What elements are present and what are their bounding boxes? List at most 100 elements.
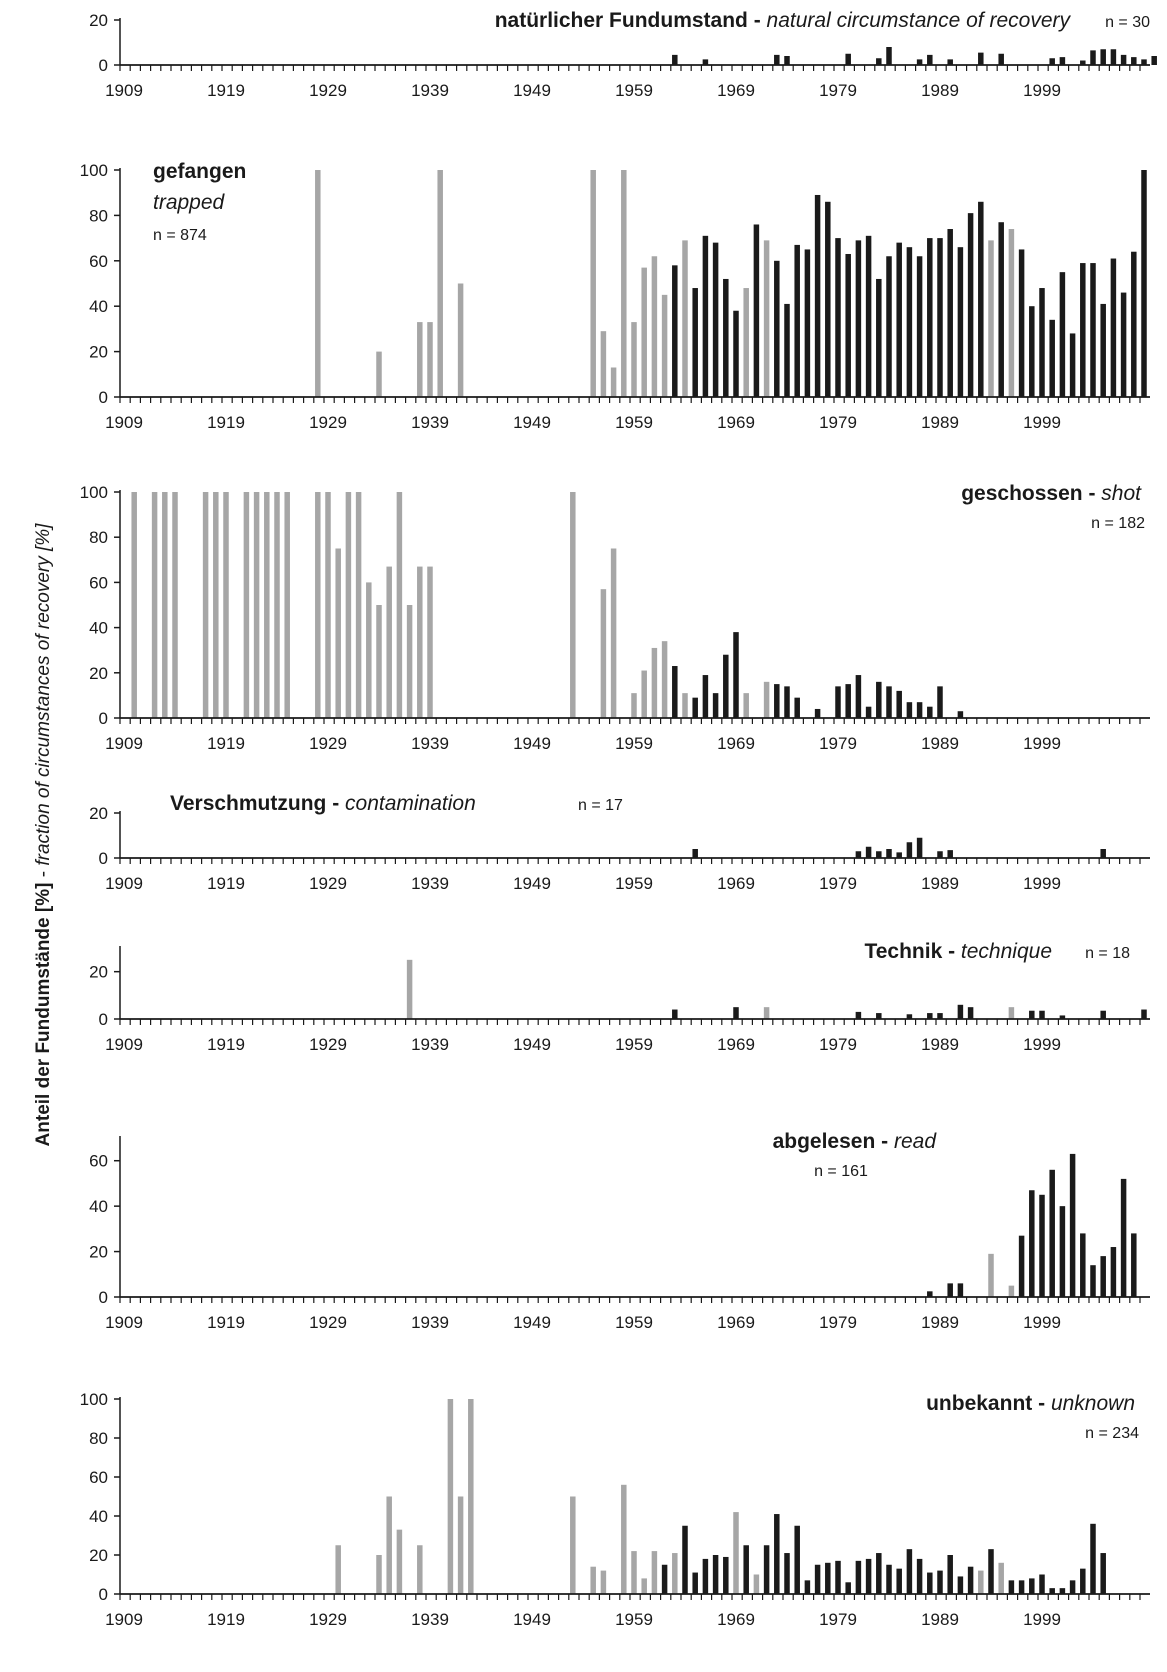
read-xtick-label: 1969	[717, 1313, 755, 1332]
natural-bar-1963	[672, 54, 678, 65]
read-bar-2001	[1059, 1206, 1066, 1297]
technique-bar-1999	[1039, 1010, 1045, 1019]
trapped-bar-2005	[1100, 303, 1106, 397]
unknown-xtick-label: 1939	[411, 1610, 449, 1629]
unknown-bar-1938	[417, 1545, 423, 1594]
technique-bar-1963	[672, 1009, 678, 1019]
natural-xtick-label: 1929	[309, 81, 347, 100]
technique-bar-1972	[763, 1007, 770, 1019]
shot-bar-1985	[896, 690, 902, 718]
unknown-bar-1990	[947, 1555, 953, 1594]
shot-bar-1977	[814, 708, 821, 718]
contamination-title-bold: Verschmutzung -	[170, 792, 345, 815]
natural-xtick-label: 1989	[921, 81, 959, 100]
technique-bar-1937	[406, 959, 413, 1019]
contamination-xtick-label: 1959	[615, 874, 653, 893]
technique-xtick-label: 1919	[207, 1035, 245, 1054]
unknown-xtick-label: 1959	[615, 1610, 653, 1629]
technique-bar-1996	[1008, 1007, 1015, 1019]
shot-bar-1969	[733, 632, 739, 718]
read-xtick-label: 1919	[207, 1313, 245, 1332]
natural-bar-2010	[1151, 56, 1157, 65]
shot-bar-1983	[876, 681, 882, 718]
shot-bar-1918	[213, 492, 219, 718]
shot-xtick-label: 1979	[819, 734, 857, 753]
read-bar-2000	[1049, 1169, 1055, 1297]
unknown-bar-1930	[335, 1545, 341, 1594]
trapped-bar-1928	[315, 170, 321, 397]
trapped-bar-1982	[865, 235, 872, 397]
natural-bar-1983	[876, 58, 882, 65]
trapped-bar-1961	[651, 256, 658, 397]
unknown-bar-1998	[1029, 1578, 1035, 1594]
trapped-xtick-label: 1969	[717, 413, 755, 432]
unknown-n-label: n = 234	[1085, 1425, 1139, 1442]
unknown-bar-1992	[967, 1566, 974, 1594]
trapped-bar-2001	[1059, 272, 1066, 397]
read-bar-1990	[947, 1283, 953, 1297]
read-n-label: n = 161	[814, 1163, 868, 1180]
natural-bar-1990	[947, 59, 953, 65]
unknown-bar-1955	[590, 1566, 596, 1594]
shot-bar-1931	[345, 492, 352, 718]
unknown-ytick-label: 0	[99, 1585, 108, 1604]
trapped-bar-1942	[457, 283, 464, 397]
shot-bar-1934	[376, 605, 382, 718]
read-xtick-label: 1949	[513, 1313, 551, 1332]
shot-bar-1922	[253, 492, 260, 718]
trapped-bar-2003	[1080, 263, 1086, 397]
unknown-bar-1935	[386, 1496, 392, 1594]
natural-bar-1988	[927, 54, 933, 65]
trapped-ytick-label: 60	[89, 252, 108, 271]
natural-title-italic: natural circumstance of recovery	[767, 9, 1072, 32]
trapped-bar-2000	[1049, 319, 1055, 397]
trapped-bar-1963	[672, 265, 678, 397]
technique-bar-1991	[957, 1004, 964, 1019]
technique-bar-1998	[1029, 1010, 1035, 1019]
technique-title-bold: Technik -	[864, 940, 960, 963]
shot-xtick-label: 1999	[1023, 734, 1061, 753]
shot-bar-1968	[723, 654, 729, 718]
trapped-bar-2006	[1110, 258, 1117, 397]
trapped-bar-1938	[417, 322, 423, 397]
trapped-title-italic: trapped	[153, 191, 226, 214]
unknown-bar-1997	[1018, 1580, 1025, 1594]
contamination-bar-1986	[906, 842, 913, 858]
shot-bar-1953	[570, 492, 576, 718]
shot-bar-1936	[396, 492, 403, 718]
trapped-bar-1998	[1029, 306, 1035, 397]
unknown-bar-1959	[631, 1551, 637, 1594]
read-xtick-label: 1979	[819, 1313, 857, 1332]
trapped-bar-1969	[733, 310, 739, 397]
contamination-xtick-label: 1979	[819, 874, 857, 893]
shot-bar-1938	[417, 566, 423, 718]
shot-ytick-label: 60	[89, 573, 108, 592]
unknown-bar-1934	[376, 1555, 382, 1594]
shot-bar-1912	[151, 492, 158, 718]
trapped-bar-1973	[774, 260, 780, 397]
shot-bar-1932	[355, 492, 362, 718]
unknown-ytick-label: 100	[80, 1390, 108, 1409]
technique-n-label: n = 18	[1085, 945, 1130, 962]
trapped-bar-1981	[855, 240, 862, 397]
unknown-bar-1953	[570, 1496, 576, 1594]
shot-bar-1959	[631, 693, 637, 718]
trapped-bar-1997	[1018, 249, 1025, 397]
natural-bar-2006	[1110, 49, 1117, 65]
technique-xtick-label: 1999	[1023, 1035, 1061, 1054]
natural-bar-2005	[1100, 49, 1106, 65]
natural-bar-2004	[1090, 50, 1096, 65]
technique-xtick-label: 1949	[513, 1035, 551, 1054]
trapped-bar-1990	[947, 229, 953, 397]
shot-bar-1910	[131, 492, 137, 718]
trapped-bar-1974	[784, 303, 790, 397]
unknown-bar-1976	[804, 1580, 811, 1594]
unknown-bar-1988	[927, 1572, 933, 1594]
natural-n-label: n = 30	[1105, 14, 1150, 31]
unknown-bar-1963	[672, 1553, 678, 1594]
read-bar-2004	[1090, 1265, 1096, 1297]
trapped-bar-2009	[1141, 170, 1147, 397]
unknown-ytick-label: 80	[89, 1429, 108, 1448]
unknown-bar-1983	[876, 1553, 882, 1594]
technique-bar-1989	[937, 1013, 943, 1019]
